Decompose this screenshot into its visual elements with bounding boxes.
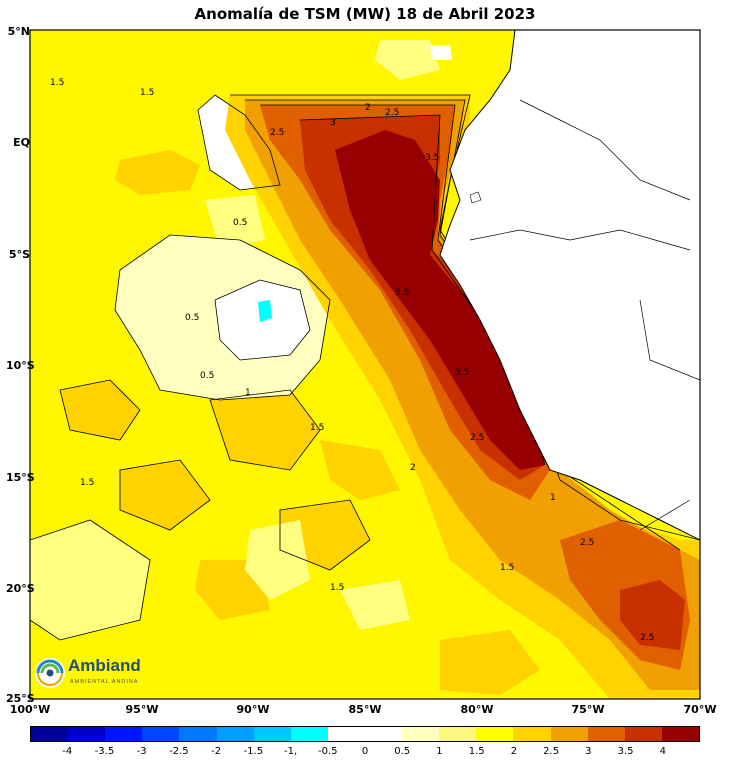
contour-label: 2.5 bbox=[270, 128, 284, 138]
contour-label: 1.5 bbox=[80, 478, 94, 488]
colorbar-label: -1, bbox=[283, 746, 298, 757]
lon-label: 80°W bbox=[460, 703, 494, 716]
lon-label: 100°W bbox=[9, 703, 51, 716]
contour-label: 1 bbox=[550, 493, 556, 503]
colorbar-label: -1.5 bbox=[243, 746, 264, 757]
ambiand-swirl-logo-icon bbox=[35, 658, 65, 688]
anomaly-2-region bbox=[440, 630, 540, 695]
anomaly-1-region bbox=[375, 40, 440, 80]
contour-label: 2.5 bbox=[580, 538, 594, 548]
lat-label: 15°S bbox=[6, 471, 35, 484]
colorbar-label: -3 bbox=[136, 746, 147, 757]
colorbar-label: -2.5 bbox=[169, 746, 189, 757]
colorbar-label: 1.5 bbox=[468, 746, 485, 757]
contour-label: 3.5 bbox=[395, 288, 409, 298]
lon-label: 95°W bbox=[125, 703, 159, 716]
colorbar-label: 0.5 bbox=[394, 746, 411, 757]
anomaly-1-region bbox=[245, 520, 310, 600]
contour-label: 0.5 bbox=[185, 313, 199, 323]
colorbar bbox=[30, 726, 700, 742]
anomaly-2-region bbox=[210, 390, 320, 470]
colorbar-label: 2.5 bbox=[543, 746, 560, 757]
anomaly-1-region bbox=[340, 580, 410, 630]
logo-name: Ambiand bbox=[68, 656, 141, 675]
colorbar-swatch bbox=[624, 727, 662, 741]
contour-label: 0.5 bbox=[233, 218, 247, 228]
contour-label: 2 bbox=[410, 463, 416, 473]
colorbar-swatch bbox=[179, 727, 217, 741]
colorbar-label: 2 bbox=[510, 746, 518, 757]
anomaly-1-region bbox=[30, 520, 150, 640]
colorbar-swatch bbox=[439, 727, 477, 741]
colorbar-swatch bbox=[290, 727, 328, 741]
contour-label: 0.5 bbox=[200, 371, 214, 381]
map-title: Anomalía de TSM (MW) 18 de Abril 2023 bbox=[194, 5, 536, 23]
contour-label: 2.5 bbox=[470, 433, 484, 443]
neutral-anomaly-region bbox=[430, 45, 452, 60]
colorbar-label: 1 bbox=[436, 746, 443, 757]
colorbar-swatch bbox=[587, 727, 625, 741]
contour-label: 3.5 bbox=[455, 368, 469, 378]
anomaly-2-region bbox=[120, 460, 210, 530]
colorbar-swatch bbox=[253, 727, 291, 741]
contour-label: 1.5 bbox=[500, 563, 514, 573]
ambiand-logo: Ambiand AMBIENTAL ANDINA bbox=[34, 655, 154, 693]
country-borders bbox=[469, 99, 700, 531]
anomaly-4-warm-core bbox=[335, 130, 545, 470]
contour-label: 1.5 bbox=[310, 423, 324, 433]
contour-label: 2 bbox=[365, 103, 371, 113]
anomaly-2-region bbox=[115, 150, 200, 195]
lon-label: 75°W bbox=[571, 703, 605, 716]
colorbar-label: -0.5 bbox=[318, 746, 338, 757]
contour-label: 3 bbox=[330, 118, 336, 128]
lat-label: 10°S bbox=[6, 359, 35, 372]
colorbar-swatch bbox=[550, 727, 588, 741]
colorbar-label: 0 bbox=[361, 746, 369, 757]
colorbar-label: 4 bbox=[659, 746, 666, 757]
colorbar-label: 3.5 bbox=[617, 746, 634, 757]
negative-anomaly-spot bbox=[258, 300, 272, 322]
lon-label: 90°W bbox=[236, 703, 270, 716]
anomaly-3.5-southern-patch bbox=[620, 580, 685, 650]
lon-label: 70°W bbox=[683, 703, 717, 716]
lat-label: 20°S bbox=[6, 582, 35, 595]
contour-label: 2.5 bbox=[640, 633, 654, 643]
contour-label: 1.5 bbox=[50, 78, 64, 88]
colorbar-swatch bbox=[661, 727, 699, 741]
colorbar-swatch bbox=[364, 727, 403, 741]
contour-label: 3.5 bbox=[425, 153, 439, 163]
colorbar-swatch bbox=[327, 727, 365, 741]
map-frame bbox=[29, 29, 701, 700]
colorbar-label: -4 bbox=[62, 746, 73, 757]
colorbar-swatch bbox=[216, 727, 254, 741]
colorbar-swatch bbox=[513, 727, 551, 741]
colorbar-swatch bbox=[476, 727, 514, 741]
colorbar-label: 3 bbox=[585, 746, 592, 757]
contour-label: 1.5 bbox=[330, 583, 344, 593]
anomaly-1-region bbox=[205, 195, 265, 250]
anomaly-2-region bbox=[60, 380, 140, 440]
contour-label: 1 bbox=[245, 388, 251, 398]
colorbar-swatch bbox=[68, 727, 106, 741]
contour-label: 2.5 bbox=[385, 108, 399, 118]
lat-label: 25°S bbox=[6, 692, 35, 705]
contour-label: 1.5 bbox=[140, 88, 154, 98]
colorbar-swatch bbox=[31, 727, 69, 741]
lat-label: 5°S bbox=[8, 248, 30, 261]
south-america-land bbox=[439, 30, 700, 541]
colorbar-label: -3.5 bbox=[94, 746, 115, 757]
lat-label: EQ bbox=[13, 136, 30, 149]
colorbar-swatch bbox=[105, 727, 143, 741]
colorbar-swatch bbox=[142, 727, 180, 741]
lat-label: 5°N bbox=[7, 25, 30, 38]
coastal-island bbox=[469, 191, 482, 204]
colorbar-swatch bbox=[402, 727, 440, 741]
logo-subtitle: AMBIENTAL ANDINA bbox=[70, 679, 139, 685]
colorbar-label: -2 bbox=[211, 746, 222, 757]
anomaly-2-region bbox=[320, 440, 400, 500]
lon-label: 85°W bbox=[348, 703, 382, 716]
